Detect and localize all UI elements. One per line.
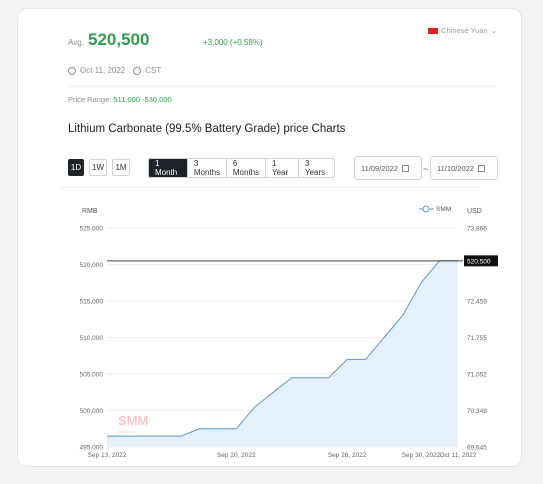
current-value-label: 520,500 <box>467 258 491 265</box>
globe-icon <box>133 66 142 75</box>
left-tick-label: 505,000 <box>80 372 104 379</box>
date-meta: Oct 11, 2022 CST <box>68 66 161 75</box>
right-axis-unit: USD <box>467 208 482 215</box>
left-tick-label: 520,000 <box>80 262 104 269</box>
x-tick-label: Sep 20, 2022 <box>217 452 256 459</box>
tab-3-months[interactable]: 3 Months <box>188 159 227 177</box>
divider <box>68 86 497 87</box>
right-tick-label: 70,348 <box>467 408 487 415</box>
tab-1-month[interactable]: 1 Month <box>149 159 188 177</box>
chart-title: Lithium Carbonate (99.5% Battery Grade) … <box>68 123 346 135</box>
legend: SMM <box>419 205 451 213</box>
right-tick-label: 71,052 <box>467 372 487 379</box>
price-area <box>107 260 458 447</box>
chevron-down-icon: ⌄ <box>490 26 497 35</box>
date-from-value: 11/09/2022 <box>361 163 398 173</box>
price-line <box>107 260 458 437</box>
calendar-icon <box>401 164 409 172</box>
date-to-value: 11/10/2022 <box>437 163 474 173</box>
interval-1m-button[interactable]: 1M <box>112 159 130 176</box>
x-tick-label: Oct 11, 2022 <box>440 452 477 459</box>
price-change: +3,000 (+0.58%) <box>203 38 263 47</box>
date-separator: ~ <box>423 164 429 174</box>
chart-divider <box>60 187 481 188</box>
timezone: CST <box>145 66 162 75</box>
price-date: Oct 11, 2022 <box>80 66 126 75</box>
current-value-badge: 520,500 <box>464 255 498 267</box>
x-tick-label: Sep 30, 2022 <box>402 452 441 459</box>
price-card: Avg. 520,500 +3,000 (+0.58%) Chinese Yua… <box>17 8 522 467</box>
interval-1d-button[interactable]: 1D <box>68 159 84 176</box>
right-tick-label: 72,459 <box>467 299 487 306</box>
svg-text:SMM: SMM <box>118 413 148 428</box>
currency-selector[interactable]: Chinese Yuan ⌄ <box>428 26 497 35</box>
x-tick-label: Sep 26, 2022 <box>328 452 367 459</box>
left-tick-label: 515,000 <box>80 299 104 306</box>
svg-text:metal.com: metal.com <box>118 429 137 434</box>
price-range: Price Range: 511,000 -530,000 <box>68 95 172 104</box>
avg-price: 520,500 <box>88 30 150 49</box>
price-chart[interactable]: RMB USD SMM 525,000 520,000 515,000 510,000… <box>18 194 523 474</box>
left-tick-label: 500,000 <box>80 408 104 415</box>
smm-watermark-icon: SMM metal.com <box>118 413 148 434</box>
price-range-value: 511,000 -530,000 <box>113 95 172 104</box>
right-tick-label: 69,645 <box>467 445 487 452</box>
currency-label: Chinese Yuan <box>441 26 488 35</box>
x-tick-label: Sep 13, 2022 <box>88 452 127 459</box>
avg-label: Avg. <box>68 38 84 47</box>
date-from-input[interactable]: 11/09/2022 <box>354 156 422 180</box>
left-tick-label: 525,000 <box>80 226 104 233</box>
china-flag-icon <box>428 27 439 34</box>
calendar-icon <box>477 164 485 172</box>
price-range-label: Price Range: <box>68 95 112 104</box>
left-tick-label: 510,000 <box>80 335 104 342</box>
clock-icon <box>68 66 76 75</box>
interval-1w-button[interactable]: 1W <box>89 159 107 176</box>
tab-3-years[interactable]: 3 Years <box>305 159 326 177</box>
range-tabs: 1 Month 3 Months 6 Months 1 Year 3 Years <box>148 158 335 178</box>
tab-6-months[interactable]: 6 Months <box>227 159 266 177</box>
right-tick-label: 73,866 <box>467 226 487 233</box>
left-tick-label: 495,000 <box>80 445 104 452</box>
left-axis-unit: RMB <box>82 208 98 215</box>
legend-label: SMM <box>436 206 451 213</box>
right-tick-label: 71,755 <box>467 335 487 342</box>
tab-1-year[interactable]: 1 Year <box>266 159 299 177</box>
date-to-input[interactable]: 11/10/2022 <box>430 156 498 180</box>
